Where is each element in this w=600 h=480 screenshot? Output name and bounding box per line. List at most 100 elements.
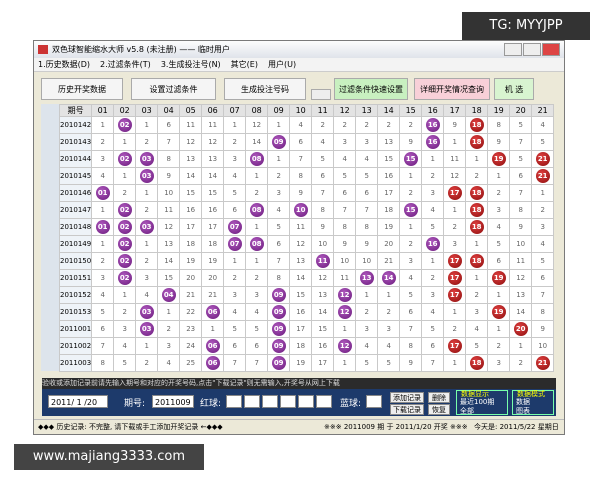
table-cell: 2	[157, 320, 181, 338]
period-input[interactable]: 2011009	[152, 395, 194, 408]
table-cell: 1	[135, 184, 159, 202]
red-input[interactable]	[316, 395, 332, 408]
table-cell: 08	[245, 201, 269, 219]
table-cell: 4	[531, 116, 555, 134]
minimize-button[interactable]	[504, 43, 522, 56]
red-input[interactable]	[298, 395, 314, 408]
miss-count: 6	[342, 189, 347, 197]
period-cell: 2010142	[58, 116, 93, 134]
drawn-ball: 21	[535, 152, 550, 166]
menu-item[interactable]: 其它(E)	[230, 60, 258, 69]
miss-count: 1	[386, 291, 391, 299]
table-cell: 1	[157, 303, 181, 321]
table-cell: 8	[91, 354, 115, 372]
toolbar-button[interactable]: 生成投注号码	[224, 78, 306, 100]
table-cell: 1	[113, 286, 137, 304]
panel-button[interactable]: 下载记录	[390, 404, 424, 415]
table-cell: 5	[421, 218, 445, 236]
table-cell: 13	[311, 286, 335, 304]
column-header: 06	[201, 104, 225, 117]
toolbar-button[interactable]: 历史开奖数据	[41, 78, 123, 100]
miss-count: 1	[430, 155, 435, 163]
table-cell: 17	[443, 252, 467, 270]
table-cell: 5	[531, 133, 555, 151]
miss-count: 7	[518, 189, 523, 197]
table-cell: 2	[135, 354, 159, 372]
panel-button[interactable]: 恢复	[428, 404, 450, 415]
drawn-ball: 03	[139, 152, 154, 166]
drawn-ball: 09	[271, 339, 286, 353]
blue-input[interactable]	[366, 395, 382, 408]
table-cell: 9	[509, 218, 533, 236]
table-cell: 1	[443, 354, 467, 372]
header-row: 期号 01 02 03 04 05 06 07 08 09 10 11 12 13 14 15 16 17 18 19…	[58, 104, 555, 117]
table-cell: 10	[333, 252, 357, 270]
table-cell: 6	[531, 269, 555, 287]
red-input[interactable]	[262, 395, 278, 408]
menu-item[interactable]: 用户(U)	[267, 60, 297, 69]
miss-count: 5	[364, 172, 369, 180]
radio-option[interactable]: 全部	[460, 407, 474, 415]
red-input[interactable]	[226, 395, 242, 408]
table-cell: 16	[179, 201, 203, 219]
drawn-ball: 02	[117, 220, 132, 234]
miss-count: 24	[186, 342, 196, 350]
table-cell: 3	[91, 150, 115, 168]
miss-count: 5	[430, 223, 435, 231]
drawn-ball: 08	[249, 237, 264, 251]
column-header: 21	[531, 104, 555, 117]
maximize-button[interactable]	[523, 43, 541, 56]
miss-count: 1	[474, 274, 479, 282]
miss-count: 21	[186, 291, 196, 299]
miss-count: 1	[342, 359, 347, 367]
panel-button[interactable]: 删除	[428, 392, 450, 403]
miss-count: 3	[364, 138, 369, 146]
toolbar-button[interactable]: 过滤条件快速设置	[334, 78, 408, 100]
table-cell: 2	[113, 184, 137, 202]
drawn-ball: 17	[447, 271, 462, 285]
miss-count: 7	[254, 359, 259, 367]
menu-item[interactable]: 1.历史数据(D)	[38, 60, 91, 69]
miss-count: 6	[364, 189, 369, 197]
red-input[interactable]	[244, 395, 260, 408]
toolbar-button[interactable]: 设置过滤条件	[131, 78, 216, 100]
radio-option[interactable]: 数据	[516, 398, 530, 406]
table-cell: 1	[135, 116, 159, 134]
table-cell: 2	[377, 116, 401, 134]
drawn-ball: 18	[469, 254, 484, 268]
period-cell: 2010152	[58, 286, 93, 304]
menu-item[interactable]: 3.生成投注号(N)	[160, 60, 221, 69]
table-cell: 2	[333, 116, 357, 134]
table-cell: 3	[223, 150, 247, 168]
close-button[interactable]	[542, 43, 560, 56]
table-cell: 18	[201, 235, 225, 253]
miss-count: 6	[430, 342, 435, 350]
table-cell: 7	[355, 201, 379, 219]
drawn-ball: 16	[425, 118, 440, 132]
miss-count: 14	[164, 257, 174, 265]
table-cell: 3	[91, 269, 115, 287]
scroll-arrows[interactable]	[311, 89, 331, 100]
table-cell: 5	[113, 354, 137, 372]
drawn-ball: 09	[271, 305, 286, 319]
table-cell: 7	[157, 133, 181, 151]
date-input[interactable]: 2011/ 1 /20	[48, 395, 108, 408]
radio-option[interactable]: 图表	[516, 407, 530, 415]
panel-button[interactable]: 添加记录	[390, 392, 424, 403]
miss-count: 2	[320, 121, 325, 129]
menu-item[interactable]: 2.过滤条件(T)	[100, 60, 151, 69]
toolbar-button[interactable]: 详细开奖情况查询	[414, 78, 490, 100]
table-cell: 5	[267, 218, 291, 236]
table-cell: 21	[531, 150, 555, 168]
miss-count: 2	[342, 121, 347, 129]
red-input[interactable]	[280, 395, 296, 408]
drawn-ball: 12	[337, 305, 352, 319]
status-text: ◆◆◆ 历史记录: 不完整, 请下载或手工添加开奖记录 ←◆◆◆	[38, 423, 223, 431]
table-cell: 17	[201, 218, 225, 236]
table-cell: 03	[135, 167, 159, 185]
column-header: 13	[355, 104, 379, 117]
miss-count: 5	[320, 155, 325, 163]
toolbar-button[interactable]: 机 选	[494, 78, 534, 100]
miss-count: 13	[516, 291, 526, 299]
radio-option[interactable]: 最近100期	[460, 398, 495, 406]
